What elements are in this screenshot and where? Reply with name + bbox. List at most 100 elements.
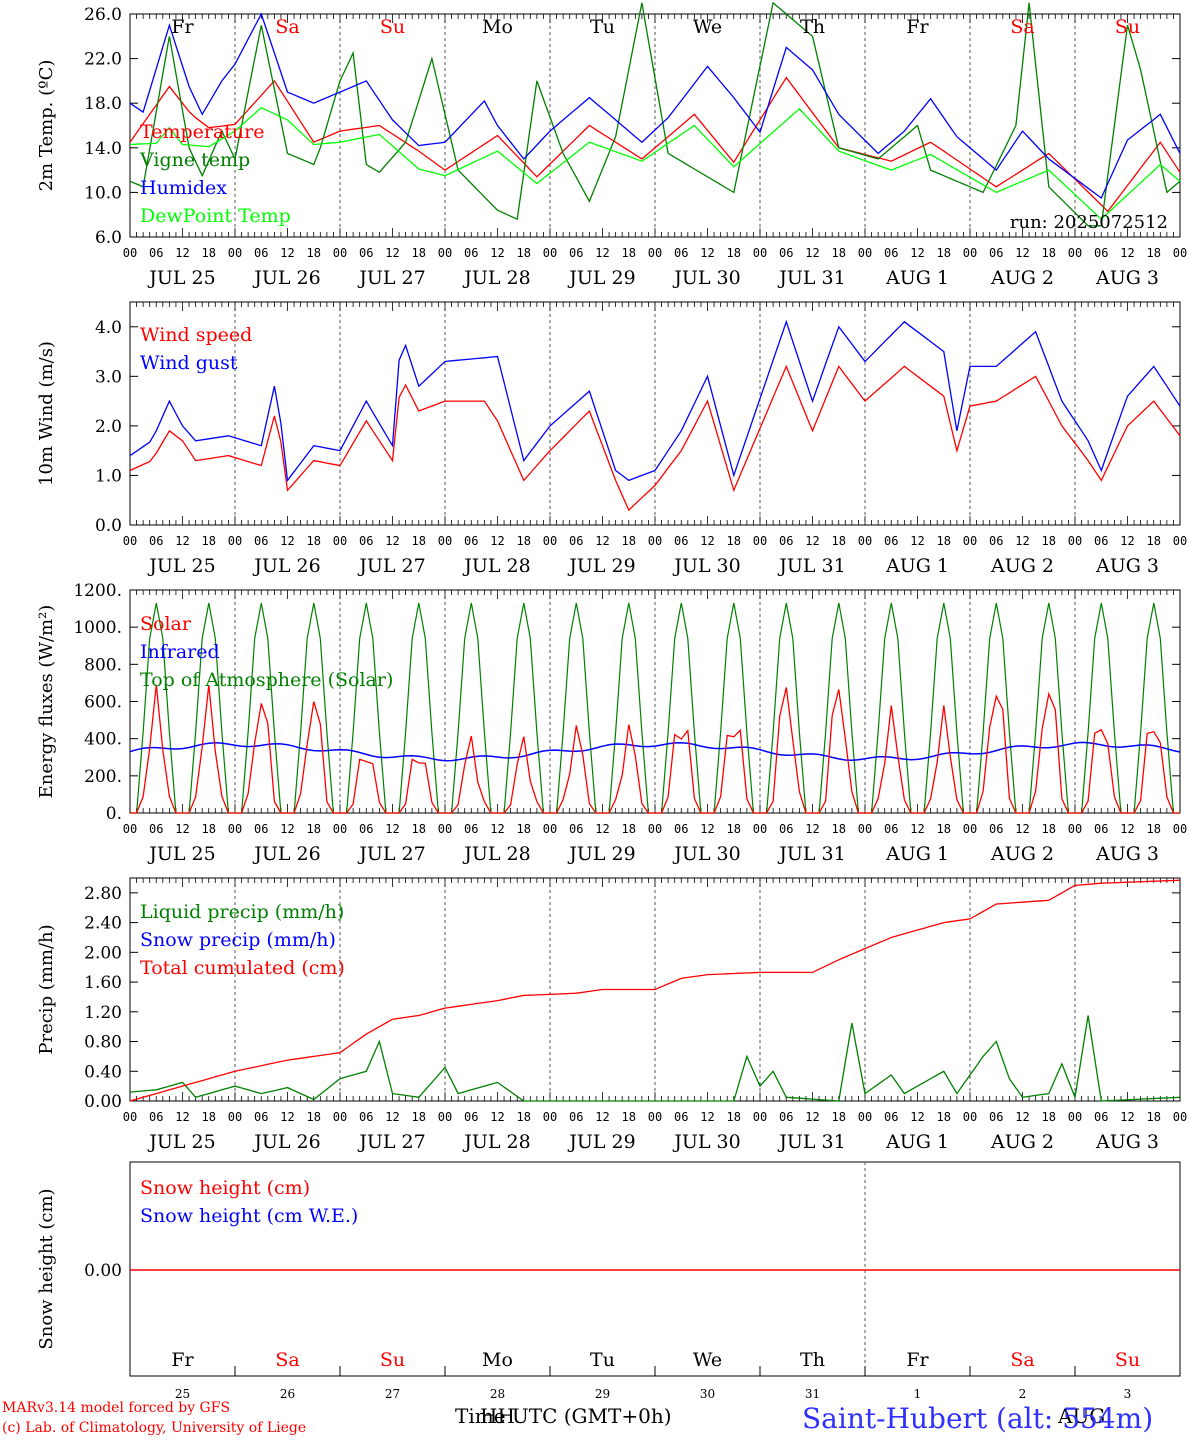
date-label: JUL 28: [462, 843, 530, 865]
hour-tick-label: 12: [595, 1110, 609, 1124]
day-name-label: Fr: [171, 1349, 194, 1371]
hour-tick-label: 18: [307, 246, 321, 260]
hour-tick-label: 18: [307, 534, 321, 548]
hour-tick-label: 00: [123, 246, 137, 260]
hour-tick-label: 12: [1120, 246, 1134, 260]
date-label: JUL 26: [252, 267, 320, 289]
date-label: JUL 27: [357, 267, 425, 289]
hour-tick-label: 06: [359, 534, 373, 548]
hour-tick-label: 12: [385, 1110, 399, 1124]
hour-tick-label: 12: [1015, 534, 1029, 548]
y-tick-label: 200.: [84, 767, 122, 787]
hour-tick-label: 00: [1068, 246, 1082, 260]
series-infrared: [129, 741, 1181, 762]
y-tick-label: 2.00: [84, 943, 122, 963]
legend-entry: Humidex: [140, 177, 227, 199]
y-tick-label: 800.: [84, 655, 122, 675]
y-tick-label: 2.0: [95, 417, 122, 437]
hour-tick-label: 18: [1147, 1110, 1161, 1124]
hour-tick-label: 06: [779, 1110, 793, 1124]
date-label: JUL 26: [252, 1131, 320, 1153]
hour-tick-label: 00: [858, 1110, 872, 1124]
hour-tick-label: 00: [753, 1110, 767, 1124]
series-vigne-temp: [129, 1, 1181, 227]
hour-tick-label: 00: [963, 534, 977, 548]
hour-tick-label: 06: [254, 246, 268, 260]
date-label: JUL 30: [672, 555, 740, 577]
hour-tick-label: 06: [569, 822, 583, 836]
y-tick-label: 1.0: [95, 466, 122, 486]
hour-tick-label: 00: [228, 1110, 242, 1124]
hour-tick-label: 12: [385, 822, 399, 836]
hour-tick-label: 12: [595, 534, 609, 548]
date-label: AUG 1: [885, 267, 949, 289]
hour-tick-label: 18: [727, 822, 741, 836]
hour-tick-label: 18: [202, 1110, 216, 1124]
day-number-label: 29: [595, 1387, 610, 1401]
day-name-label: Th: [800, 16, 825, 38]
hour-tick-label: 00: [123, 822, 137, 836]
legend-entry: Snow height (cm): [140, 1177, 310, 1199]
hour-tick-label: 18: [832, 1110, 846, 1124]
hour-tick-label: 12: [175, 246, 189, 260]
date-label: JUL 31: [777, 267, 845, 289]
hour-tick-label: 06: [149, 1110, 163, 1124]
hour-tick-label: 18: [832, 534, 846, 548]
legend-entry: Liquid precip (mm/h): [140, 901, 344, 923]
day-name-label: Sa: [1010, 16, 1034, 38]
y-tick-label: 10.0: [84, 183, 122, 203]
date-label: AUG 3: [1095, 1131, 1159, 1153]
hour-tick-label: 18: [727, 1110, 741, 1124]
hour-tick-label: 12: [1015, 822, 1029, 836]
hour-tick-label: 18: [937, 534, 951, 548]
hour-tick-label: 06: [464, 1110, 478, 1124]
y-tick-label: 400.: [84, 730, 122, 750]
y-tick-label: 2.40: [84, 914, 122, 934]
series-temperature: [129, 76, 1181, 213]
y-axis-label: 10m Wind (m/s): [36, 341, 57, 486]
x-axis-label: Time UTC (GMT+0h): [455, 1404, 672, 1428]
legend-entry: Solar: [140, 613, 192, 635]
y-tick-label: 600.: [84, 693, 122, 713]
date-label: AUG 1: [885, 1131, 949, 1153]
hour-tick-label: 18: [1147, 822, 1161, 836]
series-dewpoint-temp: [129, 106, 1181, 221]
y-tick-label: 1200.: [73, 581, 122, 601]
day-name-label: Mo: [482, 16, 513, 38]
date-label: JUL 28: [462, 555, 530, 577]
date-label: JUL 25: [147, 555, 215, 577]
legend-entry: Top of Atmosphere (Solar): [140, 669, 393, 691]
date-label: AUG 2: [990, 267, 1054, 289]
date-label: JUL 27: [357, 555, 425, 577]
hour-tick-label: 18: [1147, 246, 1161, 260]
hour-tick-label: 18: [1042, 246, 1056, 260]
hour-tick-label: 06: [254, 1110, 268, 1124]
date-label: JUL 29: [567, 555, 635, 577]
hour-tick-label: 00: [438, 534, 452, 548]
hour-tick-label: 06: [779, 534, 793, 548]
hour-tick-label: 18: [412, 534, 426, 548]
hour-tick-label: 00: [123, 1110, 137, 1124]
y-axis-label: Energy fluxes (W/m²): [36, 605, 57, 799]
hour-tick-label: 06: [674, 822, 688, 836]
date-label: JUL 29: [567, 843, 635, 865]
hour-tick-label: 06: [254, 822, 268, 836]
hour-tick-label: 06: [1094, 246, 1108, 260]
y-tick-label: 0.00: [84, 1092, 122, 1112]
y-tick-label: 0.: [106, 804, 122, 824]
hour-tick-label: 18: [622, 822, 636, 836]
hour-tick-label: 18: [412, 246, 426, 260]
hour-tick-label: 06: [149, 534, 163, 548]
day-name-label: Sa: [275, 16, 299, 38]
credit-line: (c) Lab. of Climatology, University of L…: [2, 1420, 307, 1436]
run-label: run: 2025072512: [1010, 212, 1168, 233]
model-line: MARv3.14 model forced by GFS: [2, 1400, 231, 1416]
day-name-label: Su: [380, 16, 405, 38]
hour-tick-label: 00: [648, 534, 662, 548]
day-number-label: 25: [175, 1387, 190, 1401]
date-label: JUL 30: [672, 843, 740, 865]
day-name-label: Sa: [1010, 1349, 1034, 1371]
hour-tick-label: 12: [280, 1110, 294, 1124]
panel-frame: [129, 13, 1181, 238]
hour-tick-label: 00: [1068, 822, 1082, 836]
